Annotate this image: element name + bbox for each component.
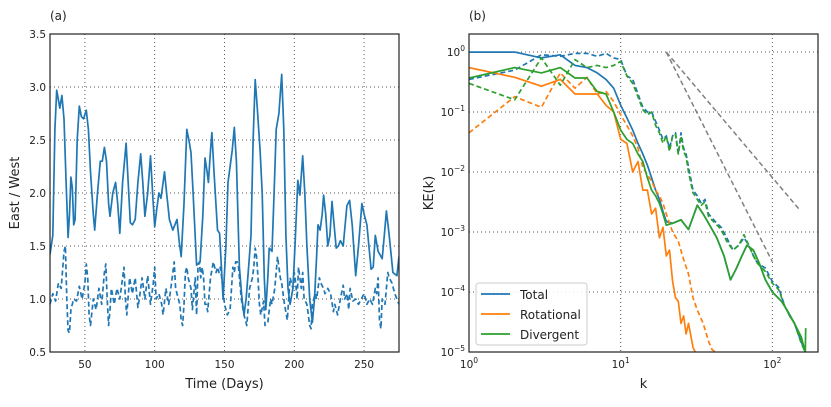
y-tick-label: 10−4 [441,284,466,299]
legend-label-total: Total [519,288,548,302]
series-group [50,73,399,334]
series-line-k-5-reference [665,51,773,263]
y-axis-label: East / West [8,157,23,230]
axes-frame [49,33,400,353]
series-line-divergent-dashed- [469,57,807,352]
y-tick-label: 1.5 [29,241,46,253]
series-line-dashed [50,245,399,334]
series-group [469,51,807,352]
y-tick-label: 2.5 [29,135,46,147]
panel-b-energy-spectrum: 100 101 102 100 10−1 10−2 10−3 10−4 10−5 (b) k KE(k… [422,9,819,392]
series-line-divergent [469,66,807,352]
x-tick-label: 200 [284,359,304,371]
x-tick-label: 102 [763,356,781,371]
x-tick-label: 100 [460,356,478,371]
y-tick-label: 0.5 [29,347,46,359]
y-tick-label: 2.0 [29,188,46,200]
legend-label-divergent: Divergent [520,328,579,342]
y-tick-label: 1.0 [29,294,46,306]
axes-frame [468,33,819,353]
y-tick-label: 10−3 [441,224,466,239]
y-tick-label: 10−1 [441,104,466,119]
series-line-rotational [469,66,696,352]
y-tick-label: 100 [447,44,465,59]
y-tick-label: 10−2 [441,164,466,179]
y-axis-label: KE(k) [422,176,437,210]
panel-label: (a) [50,9,67,23]
panel-a-time-series: 50 100 150 200 250 0.5 1.0 1.5 2.0 2.5 3.0 3.5 (a) Ti… [8,9,400,392]
y-tick-label: 10−5 [441,344,466,359]
x-axis-label: k [640,377,648,392]
series-line-rotational-dashed- [469,72,716,352]
y-tick-label: 3.0 [29,82,46,94]
legend-box [475,282,588,346]
legend: Total Rotational Divergent [475,282,588,346]
x-tick-label: 150 [214,359,234,371]
legend-label-rotational: Rotational [520,308,581,322]
panel-label: (b) [469,9,486,23]
series-line-solid [50,73,399,324]
x-tick-label: 101 [612,356,630,371]
x-tick-label: 250 [354,359,374,371]
y-tick-label: 3.5 [29,29,46,41]
x-axis-label: Time (Days) [184,377,264,392]
x-tick-label: 100 [145,359,165,371]
series-line-k-3-reference [665,51,800,210]
x-tick-label: 50 [78,359,91,371]
